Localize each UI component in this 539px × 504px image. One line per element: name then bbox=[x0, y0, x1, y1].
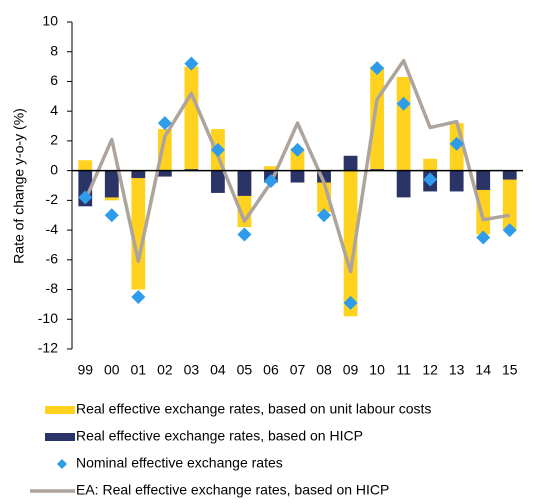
bar bbox=[370, 66, 384, 171]
y-tick-label: 10 bbox=[42, 13, 58, 29]
diamond-marker bbox=[476, 230, 491, 245]
diamond-marker bbox=[343, 295, 358, 310]
bar bbox=[157, 170, 172, 177]
bar bbox=[290, 148, 305, 171]
bar bbox=[317, 170, 331, 183]
x-tick-label: 99 bbox=[77, 362, 93, 378]
bar bbox=[502, 170, 517, 180]
y-tick-label: -8 bbox=[46, 280, 59, 296]
bar bbox=[237, 170, 252, 196]
bar bbox=[343, 170, 358, 317]
bar bbox=[396, 76, 411, 171]
x-tick-label: 02 bbox=[157, 362, 173, 378]
bar bbox=[184, 66, 199, 171]
y-tick-label: -4 bbox=[46, 221, 59, 237]
diamond-marker bbox=[423, 172, 438, 187]
diamond-marker bbox=[237, 227, 252, 242]
y-tick-label: -12 bbox=[38, 340, 58, 356]
diamond-marker bbox=[449, 136, 464, 151]
x-tick-label: 14 bbox=[475, 362, 491, 378]
x-tick-label: 10 bbox=[369, 362, 385, 378]
bar bbox=[211, 170, 225, 193]
legend-label: Real effective exchange rates, based on … bbox=[76, 401, 431, 417]
x-tick-label: 11 bbox=[396, 362, 411, 378]
x-tick-label: 15 bbox=[502, 362, 518, 378]
diamond-marker bbox=[210, 142, 225, 157]
diamond-marker bbox=[263, 174, 278, 189]
bar bbox=[396, 170, 411, 198]
line bbox=[83, 58, 511, 274]
x-tick-label: 13 bbox=[449, 362, 465, 378]
x-tick-label: 12 bbox=[422, 362, 438, 378]
diamond-marker bbox=[290, 142, 305, 157]
diamond-marker bbox=[78, 190, 93, 205]
diamond-marker bbox=[502, 223, 517, 238]
legend-label: EA: Real effective exchange rates, based… bbox=[76, 482, 389, 498]
x-tick-label: 06 bbox=[263, 362, 279, 378]
bar bbox=[290, 170, 305, 183]
legend-swatch bbox=[57, 459, 67, 469]
x-tick-label: 04 bbox=[210, 362, 226, 378]
diamond-marker bbox=[317, 208, 332, 223]
y-tick-label: 6 bbox=[50, 72, 58, 88]
bar bbox=[264, 166, 278, 171]
x-tick-label: 08 bbox=[316, 362, 332, 378]
bar bbox=[131, 170, 146, 290]
diamond-marker bbox=[104, 208, 119, 223]
y-tick-label: -2 bbox=[46, 191, 59, 207]
y-tick-label: 0 bbox=[50, 161, 58, 177]
bar bbox=[476, 170, 491, 190]
diamond-marker bbox=[157, 116, 172, 131]
legend-label: Real effective exchange rates, based on … bbox=[76, 428, 363, 444]
x-tick-label: 05 bbox=[237, 362, 253, 378]
y-tick-label: -10 bbox=[38, 310, 58, 326]
diamond-marker bbox=[184, 56, 199, 71]
diamond-marker bbox=[131, 289, 146, 304]
y-tick-label: 4 bbox=[50, 102, 58, 118]
bar bbox=[423, 158, 438, 171]
y-axis-label: Rate of change y-o-y (%) bbox=[11, 108, 27, 264]
bar bbox=[131, 170, 146, 179]
diamond-marker bbox=[396, 96, 411, 111]
y-tick-label: -6 bbox=[46, 251, 59, 267]
y-tick-label: 2 bbox=[50, 132, 58, 148]
bar bbox=[343, 155, 358, 171]
x-tick-label: 03 bbox=[184, 362, 200, 378]
bar bbox=[104, 170, 119, 198]
bar bbox=[78, 160, 93, 171]
x-tick-label: 09 bbox=[343, 362, 359, 378]
y-tick-label: 8 bbox=[50, 42, 58, 58]
bar bbox=[449, 170, 464, 192]
legend-swatch bbox=[45, 406, 75, 414]
legend-swatch bbox=[45, 433, 75, 441]
x-tick-label: 01 bbox=[131, 362, 147, 378]
x-tick-label: 07 bbox=[290, 362, 306, 378]
legend-label: Nominal effective exchange rates bbox=[76, 455, 283, 471]
x-tick-label: 00 bbox=[104, 362, 120, 378]
diamond-marker bbox=[370, 61, 385, 76]
